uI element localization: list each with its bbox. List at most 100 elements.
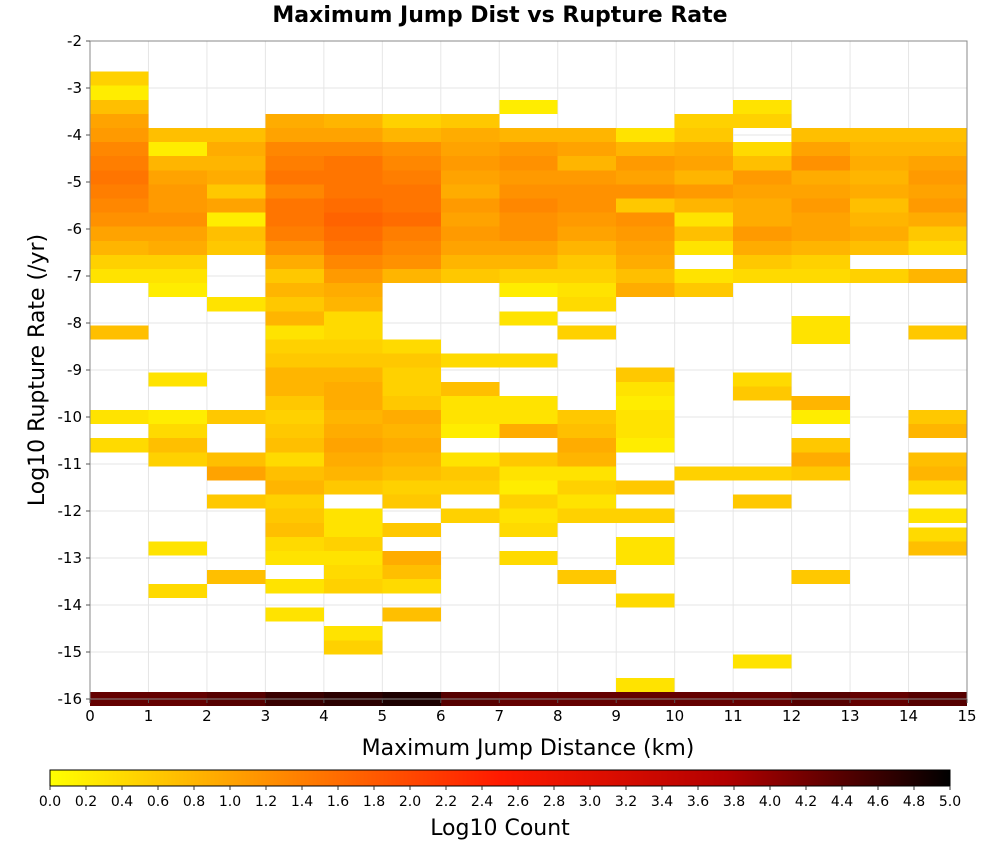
heatmap-cell	[850, 156, 909, 171]
heatmap-cell	[499, 142, 558, 157]
heatmap-cell	[733, 198, 792, 213]
heatmap-cell	[733, 466, 792, 481]
heatmap-cell	[323, 156, 383, 171]
heatmap-cell	[908, 198, 967, 213]
heatmap-cell	[440, 240, 500, 255]
heatmap-cell	[908, 541, 967, 556]
heatmap-cell	[148, 170, 207, 185]
y-tick-label: -12	[58, 502, 83, 520]
heatmap-cell	[908, 527, 967, 542]
heatmap-cell	[323, 325, 383, 340]
heatmap-cell	[908, 212, 967, 227]
heatmap-cell	[382, 607, 441, 622]
heatmap-cell	[908, 508, 967, 523]
heatmap-cell	[791, 198, 851, 213]
heatmap-cell	[323, 508, 383, 523]
heatmap-cell	[440, 508, 500, 523]
heatmap-cell	[265, 367, 324, 382]
heatmap-cell	[499, 268, 558, 284]
heatmap-cell	[616, 508, 675, 523]
heatmap-cell	[674, 184, 734, 199]
heatmap-cell	[382, 522, 441, 537]
heatmap-cell	[148, 438, 207, 453]
heatmap-cell	[908, 452, 967, 467]
heatmap-cell	[616, 367, 675, 382]
heatmap-cell	[265, 198, 324, 213]
heatmap-cell	[206, 184, 266, 199]
heatmap-cell	[440, 395, 500, 410]
colorbar-tick-label: 2.6	[507, 794, 529, 810]
heatmap-cell	[382, 579, 441, 594]
heatmap-cell	[206, 466, 266, 481]
heatmap-cell	[791, 127, 851, 143]
y-tick-label: -2	[67, 32, 82, 50]
heatmap-cell	[382, 170, 441, 185]
heatmap-cell	[148, 372, 207, 387]
heatmap-cell	[382, 565, 441, 580]
y-tick-label: -5	[67, 173, 82, 191]
heatmap-cell	[90, 325, 149, 340]
y-tick-label: -3	[67, 79, 82, 97]
heatmap-cell	[265, 522, 324, 537]
heatmap-cell	[791, 569, 851, 584]
heatmap-cell	[733, 184, 792, 199]
heatmap-cell	[265, 297, 324, 312]
heatmap-cell	[148, 283, 207, 298]
heatmap-cell	[674, 198, 734, 213]
heatmap-cell	[499, 283, 558, 298]
heatmap-cell	[616, 550, 675, 566]
x-tick-label: 2	[202, 707, 212, 725]
x-tick-label: 13	[841, 707, 860, 725]
heatmap-cell	[323, 452, 383, 467]
heatmap-cell	[674, 283, 734, 298]
heatmap-cell	[90, 254, 149, 269]
heatmap-cell	[265, 142, 324, 157]
heatmap-cell	[265, 452, 324, 467]
heatmap-cell	[323, 339, 383, 354]
heatmap-cell	[323, 522, 383, 537]
colorbar-tick-label: 4.6	[867, 794, 889, 810]
heatmap-cell	[791, 254, 851, 269]
heatmap-cell	[616, 536, 675, 551]
heatmap-cell	[323, 240, 383, 255]
heatmap-cell	[206, 297, 266, 312]
heatmap-cell	[733, 268, 792, 284]
heatmap-cell	[850, 184, 909, 199]
heatmap-cell	[440, 184, 500, 199]
colorbar-tick-label: 0.8	[183, 794, 205, 810]
heatmap-cell	[791, 268, 851, 284]
colorbar-tick-label: 3.2	[615, 794, 637, 810]
heatmap-cell	[557, 409, 617, 425]
heatmap-cell	[90, 212, 149, 227]
heatmap-cell	[499, 424, 558, 439]
heatmap-cell	[557, 569, 617, 584]
y-axis-label: Log10 Rupture Rate (/yr)	[25, 234, 50, 506]
heatmap-cell	[850, 226, 909, 241]
heatmap-cell	[791, 184, 851, 199]
heatmap-cell	[440, 466, 500, 481]
heatmap-cell	[733, 226, 792, 241]
x-tick-label: 1	[144, 707, 154, 725]
heatmap-cell	[499, 198, 558, 213]
heatmap-cell	[90, 198, 149, 213]
heatmap-cell	[499, 550, 558, 566]
heatmap-cell	[382, 424, 441, 439]
heatmap-cell	[850, 142, 909, 157]
heatmap-cell	[733, 113, 792, 128]
heatmap-cell	[148, 184, 207, 199]
heatmap-cell	[382, 367, 441, 382]
heatmap-cell	[90, 156, 149, 171]
heatmap-cell	[382, 339, 441, 354]
heatmap-cell	[499, 127, 558, 143]
colorbar-tick-label: 3.6	[687, 794, 709, 810]
heatmap-cell	[557, 226, 617, 241]
y-tick-label: -15	[58, 643, 83, 661]
heatmap-cell	[265, 395, 324, 410]
heatmap-cell	[557, 198, 617, 213]
heatmap-cell	[499, 170, 558, 185]
heatmap-cell	[440, 226, 500, 241]
heatmap-cell	[733, 212, 792, 227]
heatmap-cell	[382, 395, 441, 410]
heatmap-cell	[265, 579, 324, 594]
